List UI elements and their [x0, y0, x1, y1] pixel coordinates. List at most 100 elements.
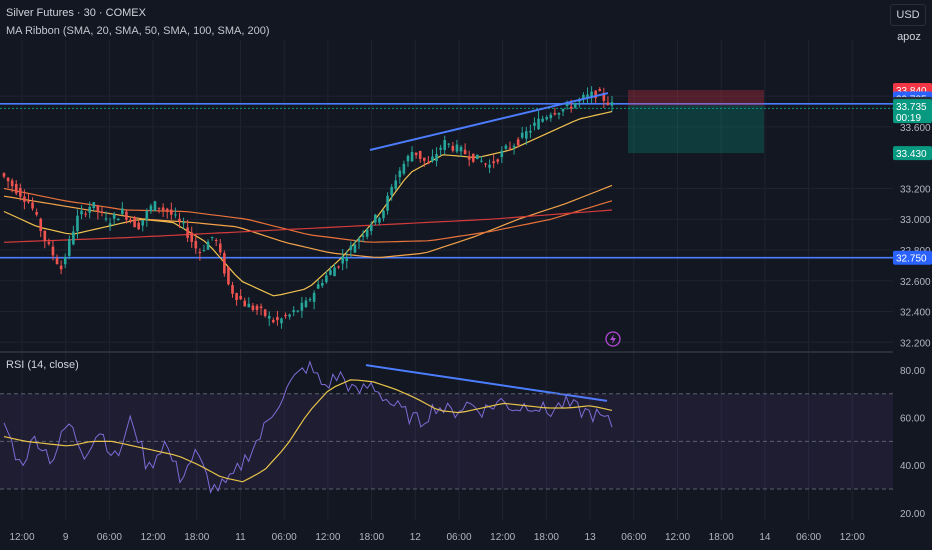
time-axis[interactable]: 12:00 9 06:00 12:00 18:00 11 06:00 12:00 18:00 12… [9, 532, 865, 543]
candle-body [31, 202, 34, 209]
candle-body [251, 305, 255, 310]
lightning-icon [605, 331, 621, 347]
horizontal-levels[interactable] [0, 103, 893, 259]
candle-body [406, 155, 410, 162]
currency-button[interactable]: USD [890, 4, 926, 26]
candle-body [67, 239, 71, 256]
candle-body [214, 239, 218, 241]
rsi-tick-label: 20.00 [900, 509, 925, 520]
candle-body [341, 256, 344, 264]
x-tick-label: 18:00 [184, 532, 209, 543]
x-tick-label: 06:00 [796, 532, 821, 543]
candle-body [382, 210, 385, 219]
candle-body [14, 183, 18, 194]
trend-line [369, 92, 609, 151]
candle-body [88, 206, 91, 213]
y-tick-label: 33.200 [900, 184, 931, 195]
candle-body [431, 156, 434, 162]
trend-lines[interactable] [365, 92, 609, 402]
candle-body [280, 318, 283, 324]
candle-body [594, 90, 597, 99]
rsi-panel [0, 360, 893, 494]
candle-body [398, 170, 402, 178]
candle-body [121, 208, 124, 215]
x-tick-label: 11 [235, 532, 246, 543]
candle-body [76, 215, 79, 232]
candle-body [410, 151, 414, 162]
rsi-line [3, 360, 613, 494]
candle-body [55, 257, 59, 265]
candle-body [276, 316, 279, 321]
candle-body [459, 146, 463, 152]
candle-body [557, 113, 561, 115]
candle-body [447, 143, 451, 145]
candle-body [504, 145, 508, 149]
rsi-tick-label: 40.00 [900, 461, 925, 472]
candle-body [202, 250, 206, 252]
candle-body [602, 92, 606, 101]
moving-average-ribbon [3, 110, 613, 297]
candle-body [194, 240, 198, 249]
price-label-text: 33.735 [896, 102, 927, 113]
candle-body [418, 151, 422, 159]
candle-body [300, 302, 304, 311]
price-label-box [893, 99, 932, 124]
candle-body [427, 161, 430, 164]
candle-body [337, 266, 340, 268]
x-tick-label: 06:00 [621, 532, 646, 543]
candle-body [51, 246, 55, 256]
stop-zone [628, 90, 764, 106]
candle-body [345, 257, 349, 262]
candlestick-series [2, 86, 614, 329]
candle-body [325, 275, 328, 283]
candle-body [569, 106, 573, 109]
scale-button[interactable]: apoz [897, 31, 921, 43]
candle-body [2, 173, 6, 177]
candle-body [365, 229, 369, 237]
candle-body [133, 217, 136, 228]
candle-body [582, 94, 585, 99]
candle-body [153, 201, 157, 211]
candle-body [80, 210, 83, 215]
candle-body [288, 314, 291, 317]
position-box[interactable] [0, 90, 893, 154]
lightning-bolt [610, 334, 616, 344]
x-tick-label: 12:00 [141, 532, 166, 543]
candle-body [369, 225, 373, 232]
candle-body [610, 102, 614, 106]
candle-body [549, 114, 553, 119]
candle-body [174, 214, 177, 216]
y-tick-label: 33.000 [900, 215, 931, 226]
rsi-tick-label: 80.00 [900, 366, 925, 377]
indicator-legend[interactable]: MA Ribbon (SMA, 20, SMA, 50, SMA, 100, S… [6, 25, 270, 37]
candle-body [443, 140, 446, 150]
candle-body [451, 145, 455, 151]
candle-body [308, 299, 312, 301]
candle-body [125, 211, 128, 220]
candle-body [165, 208, 169, 212]
candle-body [157, 207, 161, 209]
chart-title: Silver Futures · 30 · COMEX [6, 7, 146, 19]
countdown-text: 00:19 [896, 113, 921, 124]
candle-body [59, 265, 63, 270]
candle-body [422, 157, 426, 161]
candle-body [512, 145, 516, 148]
candle-body [390, 186, 393, 196]
candle-body [243, 300, 247, 307]
candle-body [508, 147, 512, 149]
candle-body [141, 220, 145, 226]
ma-line [3, 110, 613, 297]
candle-body [496, 159, 500, 162]
x-tick-label: 12:00 [490, 532, 515, 543]
x-tick-label: 12:00 [840, 532, 865, 543]
candle-body [35, 212, 38, 215]
candle-body [161, 207, 165, 211]
rsi-legend[interactable]: RSI (14, close) [6, 359, 79, 371]
candle-body [333, 267, 336, 277]
candle-body [239, 296, 242, 300]
x-tick-label: 13 [585, 532, 597, 543]
candle-body [84, 213, 87, 215]
candle-body [190, 232, 194, 242]
